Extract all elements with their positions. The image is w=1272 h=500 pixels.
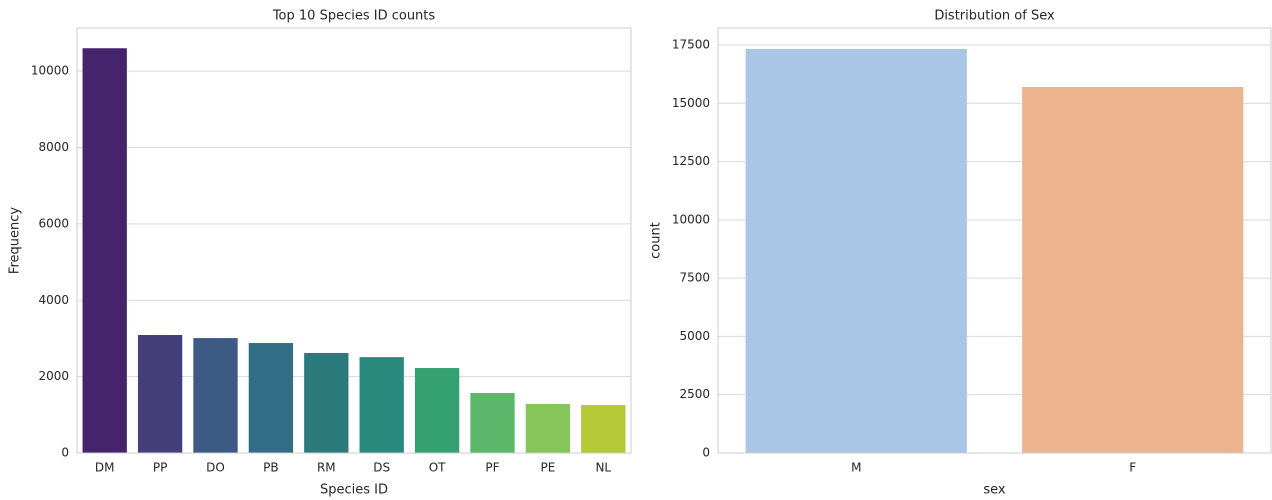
y-tick-label: 2000	[38, 369, 69, 383]
x-tick-label: RM	[317, 461, 336, 475]
x-tick-label: PP	[153, 461, 167, 475]
y-tick-label: 7500	[679, 271, 710, 285]
x-axis-label: Species ID	[320, 483, 388, 498]
y-tick-label: 12500	[672, 154, 710, 168]
bar	[359, 357, 404, 453]
y-tick-label: 10000	[672, 212, 710, 226]
y-tick-label: 0	[702, 446, 710, 460]
y-tick-label: 0	[61, 446, 69, 460]
y-axis-label: count	[649, 222, 664, 259]
bar	[470, 393, 515, 453]
bar	[745, 48, 967, 453]
y-tick-label: 10000	[31, 64, 69, 78]
bar	[304, 352, 349, 453]
x-tick-label: DM	[95, 461, 115, 475]
x-axis-label: sex	[983, 483, 1006, 498]
plot-frame	[717, 27, 1272, 454]
y-tick-label: 17500	[672, 38, 710, 52]
y-tick-label: 4000	[38, 293, 69, 307]
x-tick-label: PE	[540, 461, 555, 475]
x-tick-label: NL	[595, 461, 611, 475]
x-tick-label: PB	[263, 461, 278, 475]
chart-title: Distribution of Sex	[934, 9, 1055, 24]
chart-title: Top 10 Species ID counts	[272, 9, 436, 24]
bar	[137, 335, 183, 453]
y-tick-label: 6000	[38, 216, 69, 230]
y-tick-label: 8000	[38, 140, 69, 154]
x-tick-label: F	[1129, 461, 1136, 475]
bar	[248, 343, 294, 453]
bar	[581, 405, 626, 453]
bar	[1022, 86, 1244, 453]
x-tick-label: DO	[206, 461, 225, 475]
x-tick-label: OT	[429, 461, 446, 475]
y-tick-label: 15000	[672, 96, 710, 110]
x-tick-label: PF	[485, 461, 499, 475]
bar	[82, 48, 127, 453]
y-tick-label: 2500	[679, 387, 710, 401]
plot-frame	[76, 27, 632, 454]
x-tick-label: M	[851, 461, 861, 475]
bar	[193, 338, 238, 453]
bar	[414, 368, 460, 453]
bar	[525, 403, 571, 453]
y-axis-label: Frequency	[8, 207, 23, 274]
y-tick-label: 5000	[679, 329, 710, 343]
x-tick-label: DS	[373, 461, 390, 475]
